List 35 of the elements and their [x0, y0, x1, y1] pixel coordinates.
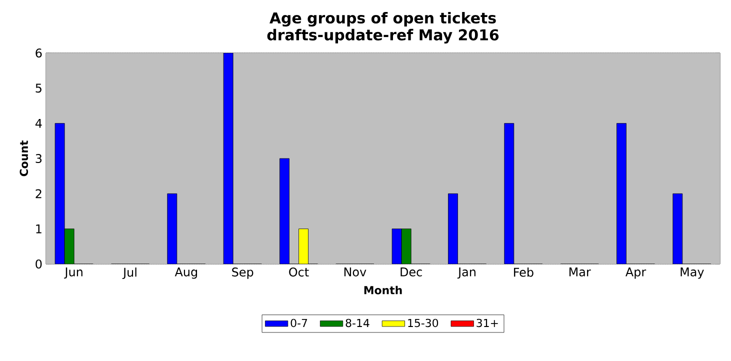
bar [448, 193, 458, 264]
x-tick-label: Sep [232, 268, 254, 279]
x-tick-label: Nov [344, 268, 366, 276]
bar [504, 123, 514, 264]
legend-label: 0-7 [290, 318, 308, 328]
chart-subtitle: drafts-update-ref May 2016 [267, 28, 499, 44]
x-tick-label: Jan [457, 268, 476, 279]
x-tick-label: Oct [289, 268, 309, 277]
bar [401, 228, 412, 264]
y-tick-label: 2 [36, 189, 42, 198]
bar [672, 193, 683, 264]
x-tick-label: Mar [569, 268, 591, 276]
y-tick-label: 1 [36, 224, 42, 234]
y-tick-label: 3 [36, 154, 42, 164]
bar [616, 123, 626, 264]
x-axis-title: Month [364, 286, 402, 294]
legend-label: 31+ [476, 318, 498, 328]
x-tick-label: Jun [64, 268, 82, 279]
x-tick-label: Jul [122, 268, 136, 279]
y-tick-label: 4 [35, 118, 42, 128]
x-tick-label: Apr [626, 268, 646, 279]
chart-title: Age groups of open tickets [270, 12, 496, 27]
bar [167, 193, 178, 264]
y-tick-label: 6 [36, 48, 42, 58]
y-axis-title: Count [20, 140, 28, 176]
x-tick-label: Dec [400, 268, 422, 276]
x-tick-label: Aug [174, 268, 198, 279]
y-tick-label: 0 [36, 259, 42, 269]
legend-label: 15-30 [408, 318, 438, 328]
legend-label: 8-14 [346, 318, 370, 328]
x-tick-label: May [680, 268, 704, 279]
bar [280, 158, 290, 264]
y-tick-label: 5 [36, 84, 42, 93]
bar [298, 228, 308, 264]
x-tick-label: Feb [514, 268, 534, 277]
